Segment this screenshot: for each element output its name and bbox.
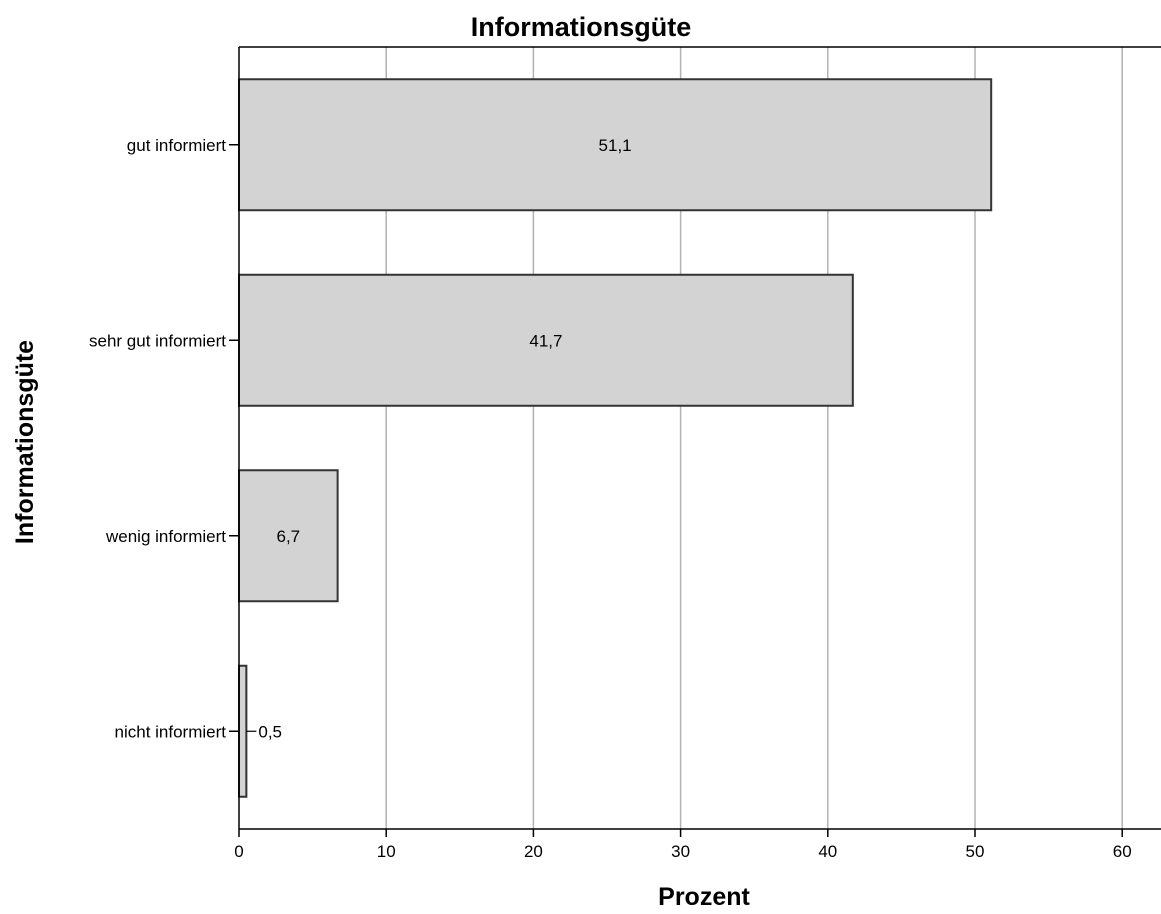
x-tick-label-30: 30 xyxy=(671,842,690,861)
x-tick-label-10: 10 xyxy=(377,842,396,861)
bars xyxy=(238,78,993,798)
y-axis-title: Informationsgüte xyxy=(11,340,39,544)
axes xyxy=(229,46,1161,837)
x-tick-label-20: 20 xyxy=(524,842,543,861)
data-label-0: 51,1 xyxy=(599,136,632,155)
x-tick-label-0: 0 xyxy=(234,842,243,861)
labels: gut informiert 51,1 sehr gut informiert 41,… xyxy=(89,136,1132,861)
data-label-3: 0,5 xyxy=(258,722,282,741)
y-tick-label-3: nicht informiert xyxy=(115,722,227,741)
x-tick-label-60: 60 xyxy=(1113,842,1132,861)
x-axis-title: Prozent xyxy=(658,883,750,911)
bar-gut-informiert xyxy=(238,78,993,212)
data-label-1: 41,7 xyxy=(529,331,562,350)
y-tick-label-2: wenig informiert xyxy=(105,527,226,546)
chart-title: Informationsgüte xyxy=(471,12,692,42)
y-tick-label-1: sehr gut informiert xyxy=(89,331,226,350)
x-tick-label-40: 40 xyxy=(818,842,837,861)
bar-wenig-informiert xyxy=(238,469,339,603)
y-tick-label-0: gut informiert xyxy=(127,136,226,155)
bar-nicht-informiert xyxy=(238,664,248,798)
data-label-2: 6,7 xyxy=(276,527,300,546)
x-tick-label-50: 50 xyxy=(966,842,985,861)
